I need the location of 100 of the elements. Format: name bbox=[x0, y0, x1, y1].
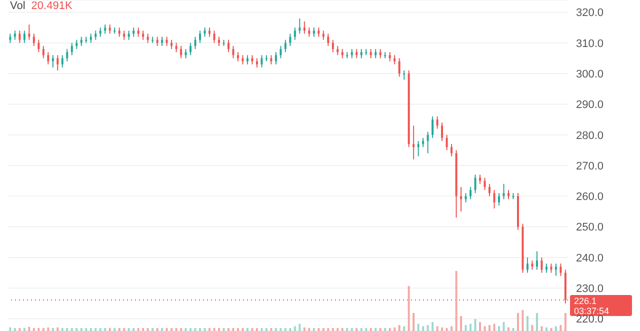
candlestick bbox=[246, 54, 248, 65]
bar bbox=[564, 313, 566, 331]
bar bbox=[28, 326, 30, 331]
bar bbox=[284, 328, 286, 331]
bar bbox=[493, 324, 496, 331]
candlestick bbox=[412, 125, 415, 160]
candlestick bbox=[161, 36, 164, 46]
candlestick bbox=[493, 190, 496, 209]
bar bbox=[166, 328, 168, 331]
bar bbox=[479, 322, 482, 331]
candlestick bbox=[403, 70, 406, 80]
bar bbox=[38, 328, 40, 331]
bar bbox=[14, 328, 16, 331]
candlestick bbox=[251, 54, 254, 65]
candlestick bbox=[526, 256, 528, 274]
candlestick bbox=[289, 33, 292, 46]
bar bbox=[104, 328, 106, 331]
bar bbox=[32, 328, 35, 331]
bar bbox=[432, 322, 434, 331]
bar bbox=[260, 328, 263, 331]
bar bbox=[412, 313, 415, 331]
bar bbox=[498, 326, 500, 331]
candlestick bbox=[308, 27, 310, 38]
candlestick bbox=[199, 30, 202, 44]
ref-line-label: 226.1 bbox=[574, 296, 597, 306]
bar bbox=[436, 326, 438, 331]
bar bbox=[180, 328, 182, 331]
bar bbox=[242, 328, 244, 331]
bar bbox=[47, 327, 50, 331]
bar bbox=[76, 328, 78, 331]
bar bbox=[232, 328, 234, 331]
bar bbox=[474, 319, 476, 331]
bar bbox=[184, 328, 187, 331]
y-tick-label: 270.0 bbox=[576, 160, 604, 172]
bar bbox=[118, 328, 120, 331]
bar bbox=[374, 328, 377, 331]
candlestick bbox=[61, 54, 64, 68]
bar bbox=[213, 328, 216, 331]
candlestick bbox=[464, 192, 467, 203]
bar bbox=[251, 328, 254, 331]
bar bbox=[460, 316, 462, 331]
candlestick bbox=[47, 52, 50, 65]
bar bbox=[236, 328, 239, 331]
y-tick-label: 280.0 bbox=[576, 130, 604, 142]
candlestick bbox=[232, 45, 234, 59]
candlestick bbox=[303, 20, 306, 34]
bar bbox=[370, 328, 372, 331]
bar bbox=[246, 328, 248, 331]
bar bbox=[142, 328, 144, 331]
candlestick bbox=[417, 140, 420, 157]
candlestick bbox=[502, 183, 505, 200]
candlestick bbox=[470, 186, 472, 200]
candlestick bbox=[218, 36, 220, 46]
candlestick bbox=[52, 54, 54, 68]
bar bbox=[379, 328, 382, 331]
bar bbox=[536, 313, 538, 331]
annotation: Vol bbox=[10, 0, 26, 12]
candlestick bbox=[242, 54, 244, 65]
candlestick bbox=[99, 27, 102, 38]
candlestick bbox=[194, 36, 196, 50]
y-tick-label: 220.0 bbox=[576, 314, 604, 326]
candlestick bbox=[422, 137, 424, 148]
bar bbox=[170, 328, 173, 331]
bar bbox=[66, 328, 68, 331]
y-tick-label: 240.0 bbox=[576, 252, 604, 264]
bar bbox=[199, 328, 202, 331]
candlestick bbox=[118, 27, 120, 38]
candlestick bbox=[379, 48, 382, 59]
candlestick bbox=[312, 27, 315, 38]
candlestick bbox=[80, 36, 82, 46]
bar bbox=[61, 328, 64, 331]
candlestick bbox=[479, 174, 482, 184]
candlestick bbox=[554, 263, 557, 276]
candlestick bbox=[9, 33, 12, 44]
bar bbox=[550, 328, 552, 331]
candlestick bbox=[208, 27, 211, 38]
candlestick bbox=[280, 45, 282, 59]
candlestick bbox=[28, 24, 30, 40]
bar bbox=[70, 328, 73, 331]
bar bbox=[204, 328, 206, 331]
candlestick bbox=[56, 54, 59, 71]
bar bbox=[464, 325, 467, 331]
bar bbox=[132, 328, 135, 331]
candlestick bbox=[432, 116, 434, 138]
candlestick bbox=[356, 48, 358, 59]
bar bbox=[388, 328, 391, 331]
candlestick bbox=[294, 27, 296, 40]
candlestick bbox=[213, 30, 216, 44]
bar bbox=[441, 327, 444, 331]
bar bbox=[161, 328, 164, 331]
candlestick bbox=[360, 48, 362, 59]
candlestick bbox=[70, 42, 73, 56]
candlestick bbox=[536, 250, 538, 270]
bar bbox=[137, 328, 140, 331]
bar bbox=[298, 324, 301, 331]
bar bbox=[270, 328, 272, 331]
bar bbox=[156, 328, 158, 331]
candlestick bbox=[156, 36, 158, 46]
bar bbox=[560, 325, 562, 331]
candlestick bbox=[180, 45, 182, 59]
